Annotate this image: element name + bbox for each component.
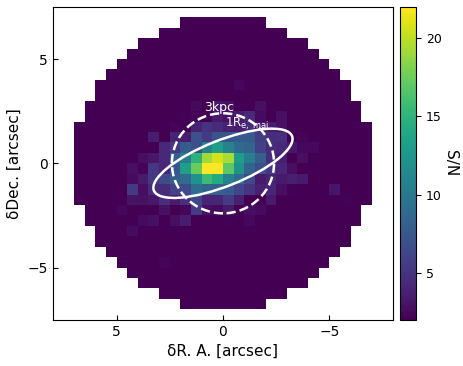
Y-axis label: δDec. [arcsec]: δDec. [arcsec] <box>7 108 22 219</box>
Text: 1R$_{\rm e,\ maj}$: 1R$_{\rm e,\ maj}$ <box>225 115 269 132</box>
X-axis label: δR. A. [arcsec]: δR. A. [arcsec] <box>167 344 278 359</box>
Text: 3kpc: 3kpc <box>203 101 233 114</box>
Y-axis label: S/N: S/N <box>443 150 457 176</box>
